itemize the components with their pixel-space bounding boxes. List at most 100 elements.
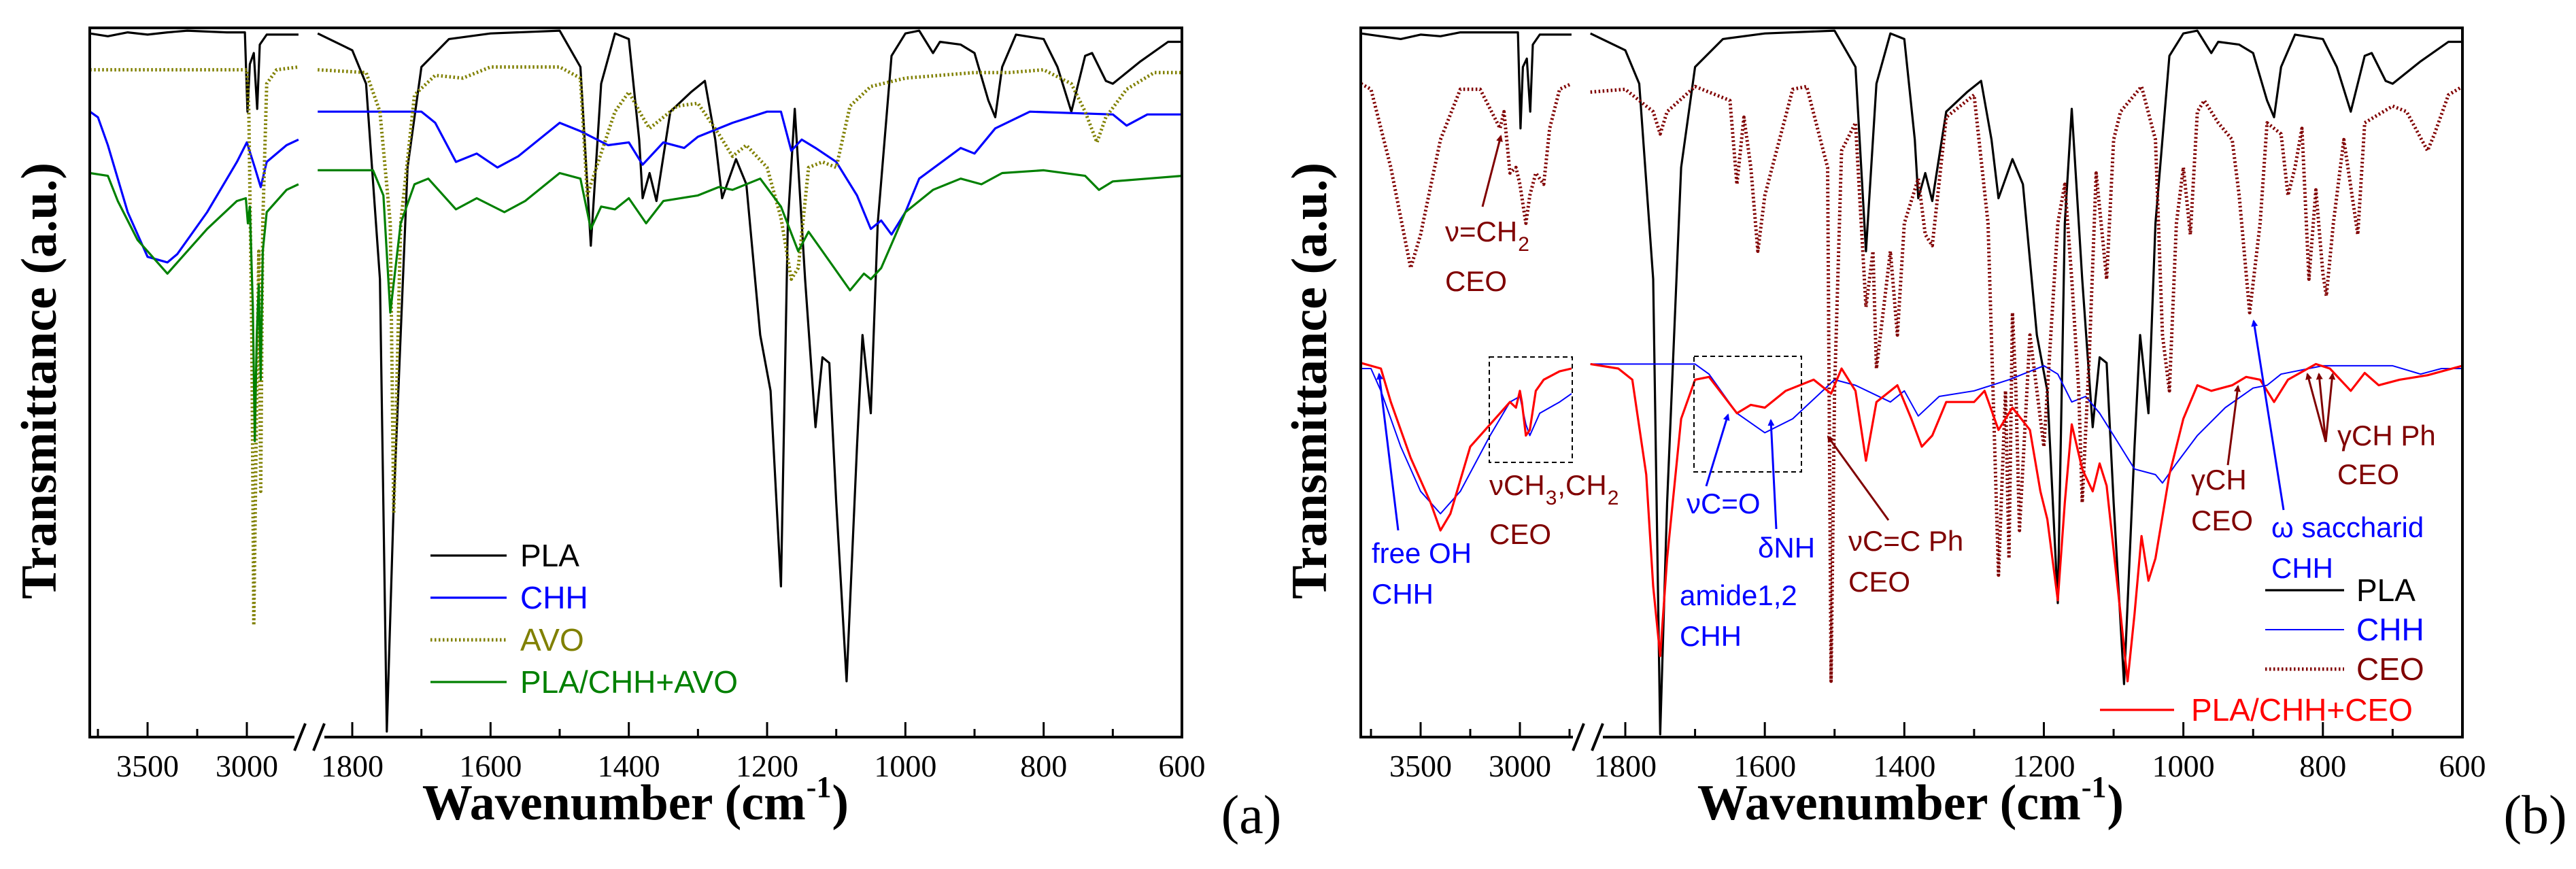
panel-label-a: (a) [1221,785,1282,845]
annotation-free-oh: free OH CHH [1372,373,1472,610]
legend-label: AVO [520,622,584,658]
y-axis-title-b: Transmittance (a.u.) [1282,163,1338,599]
svg-text:γCH: γCH [2191,464,2247,496]
series-group [1361,29,2462,736]
annotation-w-saccharid: ω saccharid CHH [2251,320,2424,584]
svg-text:CEO: CEO [1445,265,1507,297]
series-chh-left [1361,368,1572,515]
arrow-v-cc [1827,435,1890,521]
x-axis-title-superscript: -1 [807,770,832,804]
annotation-g-ch-ph: γCH Ph CEO [2305,373,2436,490]
svg-text:δNH: δNH [1758,532,1815,564]
dashed-box-amide-region [1693,356,1802,473]
annotation-v-ch3-ch2-line1: νCH 3 ,CH 2 [1489,469,1619,509]
panel-a: Transmittance (a.u.) Wavenumber (cm -1 )… [12,27,1282,845]
svg-text:,CH: ,CH [1557,469,1606,501]
svg-text:CHH: CHH [2271,552,2333,584]
axis-break-gap [294,734,324,740]
arrow-v-ch2 [1481,135,1503,207]
arrow-g-ch-ph-1 [2305,373,2327,443]
legend-entry: PLA/CHH+CEO [2100,692,2413,728]
svg-text:CEO: CEO [1848,566,1910,598]
series-pla-right [317,29,1182,733]
legend: PLA CHH CEO PLA/CHH+CEO [2100,573,2424,728]
series-pla-left [90,29,299,113]
svg-text:2: 2 [1608,487,1619,509]
series-group [90,29,1182,733]
plot-frame [1359,27,2464,738]
arrow-d-nh [1767,419,1778,530]
svg-text:amide1,2: amide1,2 [1680,579,1797,611]
x-axis-title-superscript: -1 [2082,770,2107,804]
legend-label: CEO [2356,651,2424,687]
x-tick-label: 1600 [459,749,522,783]
dashed-box-ch-region [1489,356,1573,463]
svg-text:free OH: free OH [1372,537,1472,569]
y-axis-title-a: Transmittance (a.u.) [12,163,67,599]
x-tick-label: 1800 [321,749,384,783]
x-tick-label: 600 [1159,749,1206,783]
x-tick-label: 1000 [874,749,936,783]
annotation-v-ch2: ν=CH 2 CEO [1445,135,1529,297]
annotation-amide: amide1,2 CHH [1680,579,1797,652]
x-tick-label: 3500 [116,749,179,783]
series-pla-chh-avo-left [90,171,299,443]
axis-break-mark [312,723,326,751]
annotation-d-nh: δNH [1758,419,1815,564]
series-chh-left [90,110,299,264]
x-tick-label: 800 [1020,749,1067,783]
legend-entry: PLA/CHH+AVO [430,664,738,700]
annotation-v-co: νC=O [1687,413,1761,519]
svg-text:νC=C Ph: νC=C Ph [1848,525,1963,557]
series-pla-chh-avo-right [318,169,1182,314]
axis-break-mark [1572,723,1585,751]
svg-text:νC=O: νC=O [1687,488,1761,519]
series-ceo-left [1361,82,1572,270]
panel-label-b: (b) [2503,785,2566,845]
x-tick-label: 1600 [1733,749,1796,783]
x-tick-label: 1200 [2012,749,2075,783]
x-axis-title-a: Wavenumber (cm -1 ) [422,770,849,831]
legend: PLA CHH AVO PLA/CHH+AVO [430,538,738,700]
legend-entry: PLA [2265,573,2416,608]
annotation-v-ch2-line1: ν=CH 2 [1445,216,1529,256]
x-axis-title-text: Wavenumber (cm [1697,775,2081,831]
series-pla-chh-ceo-right [1590,362,2462,683]
plot-frame [88,27,1183,738]
series-avo-right [318,65,1182,515]
legend-entry: CHH [2265,612,2424,647]
legend-label: PLA/CHH+AVO [520,664,738,700]
svg-text:CEO: CEO [2337,458,2399,490]
arrow-g-ch [2226,385,2241,466]
annotation-v-ch3-ch2: νCH 3 ,CH 2 CEO [1489,356,1619,550]
series-pla-right [1590,29,2462,736]
arrow-free-oh [1376,373,1400,531]
legend-entry: AVO [430,622,584,658]
series-pla-chh-ceo-left [1361,362,1572,532]
legend-entry: CHH [430,580,588,615]
svg-text:νCH: νCH [1489,469,1545,501]
annotation-g-ch: γCH CEO [2191,385,2253,536]
svg-text:γCH Ph: γCH Ph [2337,420,2436,451]
x-tick-label: 800 [2299,749,2346,783]
x-axis-title-text: Wavenumber (cm [422,775,806,831]
svg-text:CEO: CEO [2191,505,2253,536]
svg-text:ν=CH: ν=CH [1445,216,1517,248]
series-chh-right [318,110,1182,236]
x-tick-label: 1400 [1873,749,1935,783]
x-tick-label: 3000 [216,749,278,783]
legend-label: CHH [520,580,588,615]
x-tick-label: 600 [2439,749,2486,783]
x-tick-label: 1000 [2152,749,2215,783]
legend-label: CHH [2356,612,2424,647]
legend-label: PLA [2356,573,2416,608]
annotation-v-cc-ph: νC=C Ph CEO [1827,435,1963,598]
legend-label: PLA/CHH+CEO [2191,692,2413,728]
x-tick-label: 1400 [598,749,660,783]
series-ceo-right [1590,84,2462,683]
legend-entry: PLA [430,538,579,573]
arrow-g-ch-ph-2 [2316,373,2327,443]
x-tick-label: 1200 [736,749,798,783]
x-tick-label: 1800 [1594,749,1657,783]
